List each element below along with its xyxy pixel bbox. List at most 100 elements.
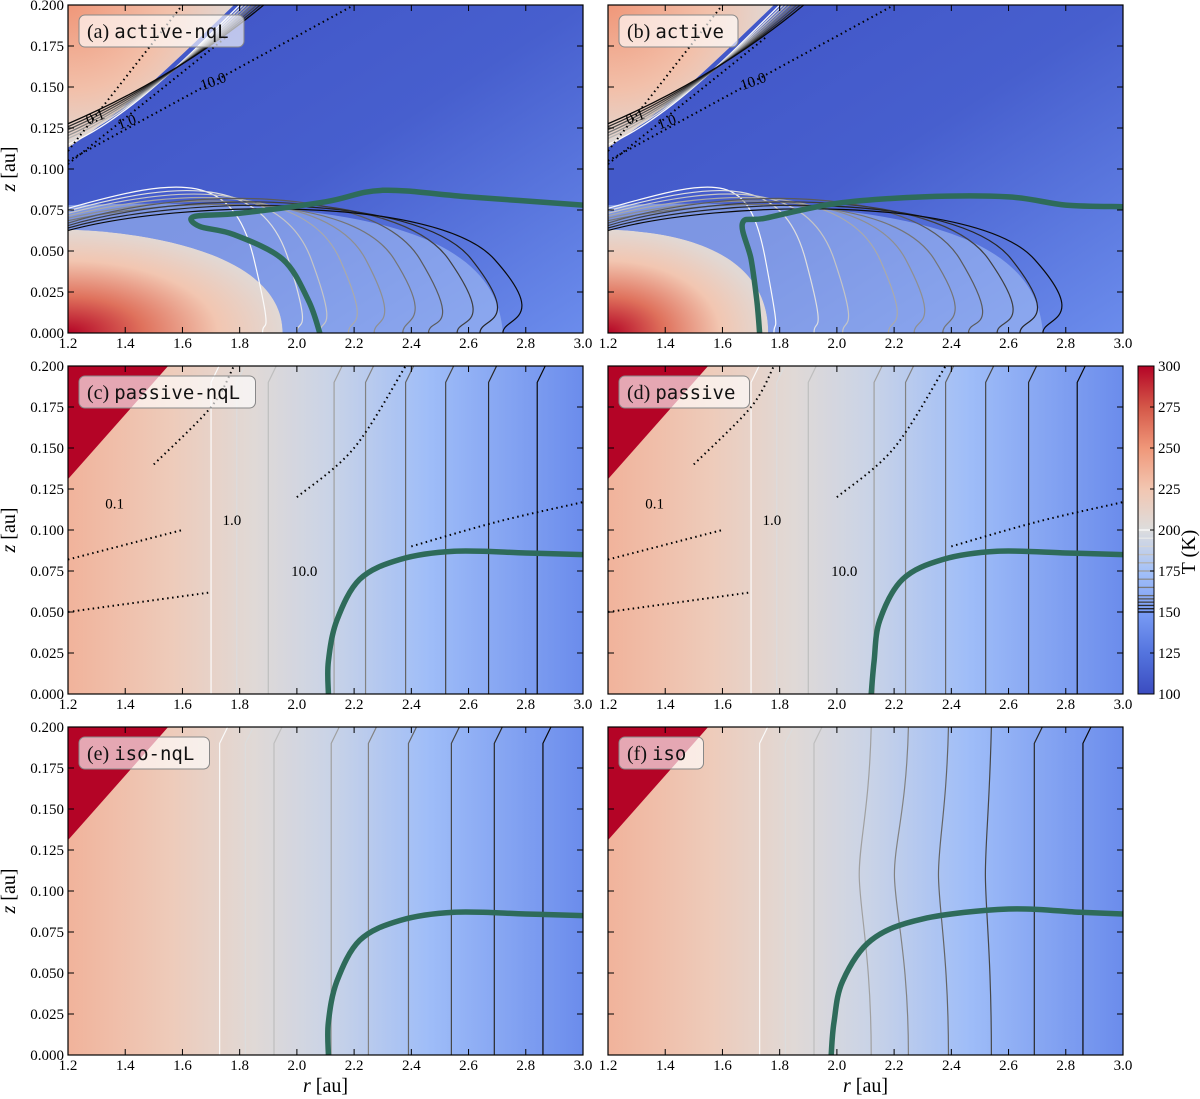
contour-label: 1.0 [763,513,782,529]
x-tick-label: 3.0 [1114,336,1133,352]
y-tick-label: 0.175 [30,761,64,777]
x-tick-label: 2.0 [288,697,307,713]
x-tick-label: 3.0 [1114,697,1133,713]
colorbar-label: T (K) [1178,530,1200,575]
x-tick-label: 2.6 [459,336,478,352]
isotherm-contour [367,727,377,1055]
isotherm-contour [68,193,328,333]
y-tick-label: 0.050 [30,966,64,982]
isotherm-contour [68,208,523,333]
isotherm-contour [542,727,552,1055]
y-tick-label: 0.175 [30,39,64,55]
isotherm-contour [68,201,474,333]
isotherm-contour [893,727,910,1055]
y-tick-label: 0.125 [30,843,64,859]
isotherm-contour [68,204,499,333]
contour-label: 10.0 [291,564,317,580]
panel-b: 0.1 1.010.01.2 1.4 1.6 1.8 2.0 2.2 2.4 2.6 2.8 3.0… [599,4,1133,352]
x-tick-label: 2.4 [402,1058,421,1074]
colorbar-tick-label: 300 [1158,359,1181,375]
y-tick-label: 0.200 [30,0,64,14]
dotted-contour [68,591,212,613]
x-tick-label: 1.8 [230,1058,249,1074]
panel-label-box [618,736,704,770]
panel-label-box [78,14,245,48]
y-axis-label: z [au] [0,147,20,193]
x-tick-label: 2.8 [1056,336,1075,352]
panel-label-box [78,375,256,409]
snowline-curve [188,187,583,333]
isotherm-contour [333,366,343,694]
y-tick-label: 0.075 [30,564,64,580]
x-tick-label: 2.0 [288,336,307,352]
isotherm-contour [1082,727,1092,1055]
x-tick-label: 2.0 [828,697,847,713]
y-tick-label: 0.200 [30,720,64,736]
isotherm-contour [985,366,995,694]
y-tick-label: 0.025 [30,1007,64,1023]
y-tick-label: 0.050 [30,605,64,621]
isotherm-contour [1033,727,1043,1055]
isotherm-contour [608,193,850,333]
x-tick-label: 2.0 [288,1058,307,1074]
x-tick-label: 1.8 [770,697,789,713]
isotherm-contour [759,727,769,1055]
isotherm-contour [68,197,444,333]
dotted-contour [68,37,226,165]
isotherm-contour [407,727,418,1055]
x-tick-label: 2.0 [828,336,847,352]
atmosphere-isotherm [608,5,801,128]
isotherm-contour [68,189,304,333]
dotted-contour [608,591,752,613]
isotherm-contour [536,366,546,694]
isotherm-contour [608,197,984,333]
y-axis-label: z [au] [0,508,20,554]
x-tick-label: 2.4 [402,697,421,713]
x-tick-label: 3.0 [1114,1058,1133,1074]
x-tick-label: 1.6 [713,336,732,352]
x-tick-label: 2.6 [999,697,1018,713]
isotherm-contour [608,196,898,333]
dotted-contour [951,501,1123,548]
x-tick-label: 2.6 [459,1058,478,1074]
colorbar-tick-label: 150 [1158,605,1181,621]
isotherm-contour [219,727,229,1055]
isotherm-contour [784,727,794,1055]
isotherm-contour [450,727,460,1055]
snowline-curve [324,909,583,1055]
x-tick-label: 1.4 [656,697,675,713]
x-tick-label: 2.4 [942,1058,961,1074]
y-axis-label: z [au] [0,869,20,915]
temperature-field [608,727,1123,1055]
cool-disk-region [68,203,503,333]
isotherm-contour [807,366,817,694]
isotherm-contour [1027,366,1038,694]
x-tick-label: 2.2 [885,1058,904,1074]
panel-d: 0.1 1.0 10.0 1.2 1.4 1.6 1.8 2.0 2.2 2.4 2.6 2.8 3.0… [599,365,1133,713]
x-tick-label: 2.8 [516,1058,535,1074]
x-tick-label: 2.8 [1056,1058,1075,1074]
snowline-curve [868,548,1123,694]
isotherm-contour [608,204,1039,333]
dotted-contour [411,501,583,548]
x-axis-label: r [au] [303,1075,348,1097]
panel-c: 0.1 1.0 10.0 1.2 1.4 1.6 1.8 2.0 2.2 2.4 2.6 2.8 3.0… [0,359,592,713]
x-tick-label: 2.6 [459,697,478,713]
panel-label: (c) passive-nqL [87,382,240,404]
isotherm-contour [813,727,823,1055]
y-tick-label: 0.025 [30,646,64,662]
colorbar-tick-label: 225 [1158,482,1181,498]
y-tick-label: 0.075 [30,925,64,941]
y-tick-label: 0.150 [30,802,64,818]
contour-label: 0.1 [105,497,124,513]
x-tick-label: 2.6 [999,1058,1018,1074]
x-tick-label: 2.2 [885,697,904,713]
isotherm-contour [608,186,777,333]
panel-label: (d) passive [627,382,735,404]
isotherm-contour [244,727,254,1055]
x-tick-label: 1.6 [173,697,192,713]
contour-label: 1.0 [655,112,678,133]
y-tick-label: 0.100 [30,884,64,900]
x-tick-label: 1.2 [59,1058,78,1074]
y-tick-label: 0.000 [30,1048,64,1064]
